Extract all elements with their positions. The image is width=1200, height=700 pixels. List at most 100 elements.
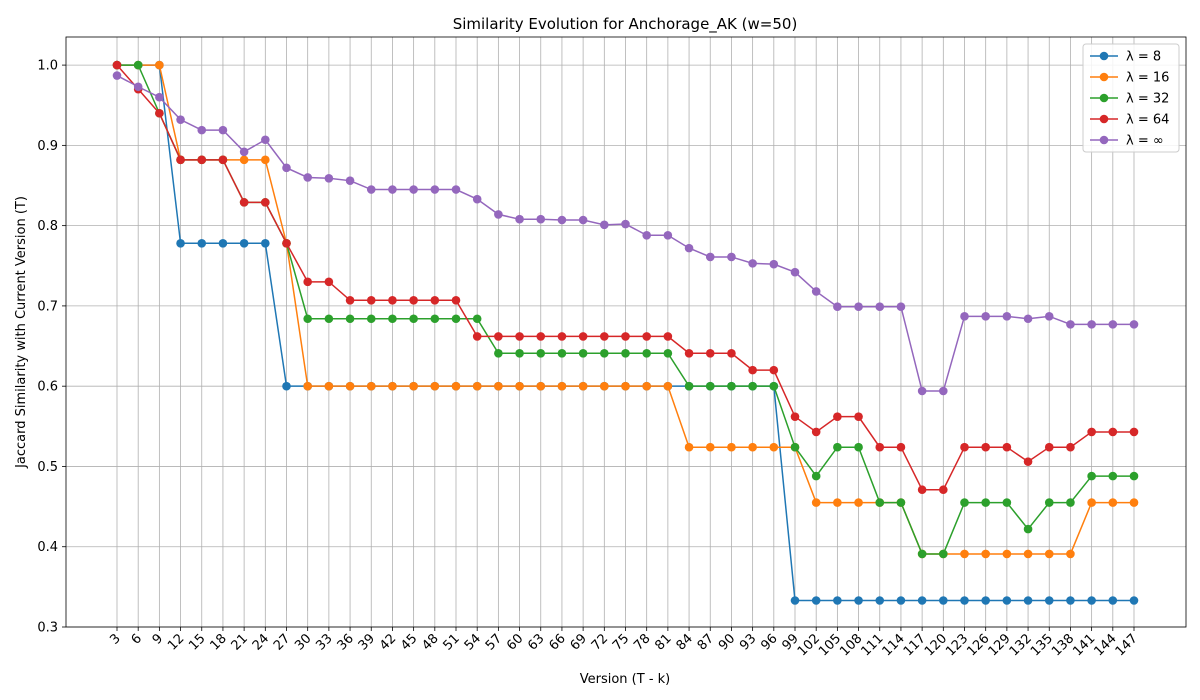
data-point xyxy=(621,219,630,229)
data-point xyxy=(663,332,673,341)
data-point xyxy=(578,381,588,391)
data-point xyxy=(811,498,821,507)
legend-label: λ = 32 xyxy=(1126,92,1169,107)
data-point xyxy=(1044,596,1054,605)
data-point xyxy=(896,596,906,605)
x-tick-label: 45 xyxy=(398,631,420,653)
x-tick-label: 78 xyxy=(631,631,653,653)
x-tick-label: 27 xyxy=(271,631,293,653)
data-point xyxy=(324,381,334,391)
data-point xyxy=(684,442,694,452)
data-point xyxy=(663,348,673,358)
data-point xyxy=(472,381,482,391)
legend-item: λ = 32 xyxy=(1090,92,1169,107)
data-point xyxy=(960,498,969,507)
data-point xyxy=(1066,320,1075,329)
data-point xyxy=(854,412,863,421)
data-point xyxy=(218,238,228,248)
x-tick-label: 9 xyxy=(150,631,166,647)
data-point xyxy=(557,215,567,225)
data-point xyxy=(833,412,842,421)
legend-marker xyxy=(1099,51,1109,61)
legend-box xyxy=(1082,43,1180,153)
data-point xyxy=(917,596,927,605)
data-point xyxy=(875,442,885,452)
y-tick-label: 0.5 xyxy=(37,460,58,475)
data-point xyxy=(642,332,651,341)
data-point xyxy=(1129,596,1139,605)
data-point xyxy=(218,125,228,135)
data-point xyxy=(388,295,397,305)
data-point xyxy=(176,155,185,165)
data-point xyxy=(896,498,906,507)
data-point xyxy=(981,596,990,605)
x-tick-label: 84 xyxy=(674,631,696,653)
data-point xyxy=(1087,427,1096,437)
data-point xyxy=(939,596,948,605)
data-point xyxy=(833,498,842,507)
data-point xyxy=(727,252,736,262)
data-point xyxy=(1044,498,1054,507)
x-tick-label: 87 xyxy=(695,631,717,653)
data-point xyxy=(917,485,927,495)
x-tick-label: 21 xyxy=(229,631,251,653)
data-point xyxy=(684,381,694,391)
data-point xyxy=(1002,312,1012,321)
data-point xyxy=(1002,596,1012,605)
data-point xyxy=(494,210,503,219)
y-tick-label: 0.9 xyxy=(37,139,58,154)
legend: λ = 8 λ = 16 λ = 32 λ = 64 λ = ∞ xyxy=(1082,43,1180,153)
data-point xyxy=(494,381,503,391)
data-point xyxy=(600,381,609,391)
y-tick-label: 0.7 xyxy=(37,299,58,314)
data-point xyxy=(345,381,355,391)
data-point xyxy=(896,302,906,312)
data-point xyxy=(261,135,270,145)
x-tick-label: 54 xyxy=(462,631,484,653)
data-point xyxy=(705,252,715,262)
legend-item: λ = ∞ xyxy=(1090,134,1164,149)
data-point xyxy=(239,155,249,165)
data-point xyxy=(303,173,312,182)
data-point xyxy=(176,238,185,248)
data-point xyxy=(811,471,821,481)
data-point xyxy=(960,312,969,321)
data-point xyxy=(769,259,779,269)
y-tick-label: 1.0 xyxy=(37,59,58,74)
data-point xyxy=(939,386,948,396)
data-point xyxy=(578,348,588,358)
data-point xyxy=(1023,596,1033,605)
data-point xyxy=(1002,549,1012,559)
data-point xyxy=(430,185,440,194)
data-point xyxy=(790,412,800,421)
data-point xyxy=(1002,498,1012,507)
data-point xyxy=(854,302,863,312)
data-point xyxy=(1087,498,1096,507)
data-point xyxy=(705,348,715,358)
data-point xyxy=(578,215,588,225)
data-point xyxy=(557,332,567,341)
data-point xyxy=(494,332,503,341)
data-point xyxy=(451,185,461,194)
x-tick-label: 3 xyxy=(107,631,123,647)
data-point xyxy=(917,386,927,396)
data-point xyxy=(621,381,630,391)
data-point xyxy=(282,163,291,173)
data-point xyxy=(388,185,397,194)
data-point xyxy=(536,214,546,224)
data-point xyxy=(112,60,122,70)
data-point xyxy=(1108,320,1118,329)
y-tick-label: 0.3 xyxy=(37,621,58,636)
data-point xyxy=(854,442,863,452)
data-point xyxy=(875,302,885,312)
data-point xyxy=(155,108,164,118)
data-point xyxy=(472,194,482,204)
data-point xyxy=(875,596,885,605)
x-tick-label: 72 xyxy=(589,631,611,653)
data-point xyxy=(939,485,948,495)
data-point xyxy=(1023,314,1033,324)
data-point xyxy=(684,243,694,253)
data-point xyxy=(1108,596,1118,605)
data-point xyxy=(155,92,164,102)
data-point xyxy=(833,596,842,605)
